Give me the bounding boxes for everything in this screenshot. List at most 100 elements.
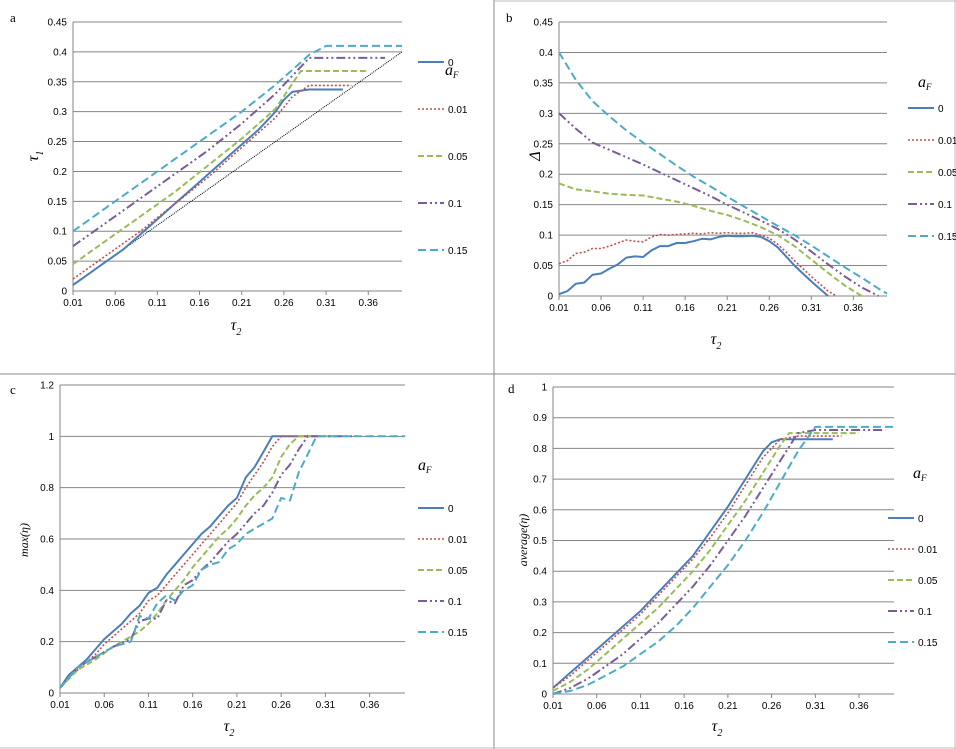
y-tick-label: 0.3: [53, 107, 67, 118]
x-axis-title-subscript: 2: [716, 341, 721, 352]
legend-entry-label: 0.1: [448, 199, 462, 210]
y-tick-label: 0.1: [539, 231, 553, 242]
x-tick-label: 0.26: [271, 700, 291, 711]
legend-entry-label: 0.15: [448, 628, 468, 639]
x-tick-label: 0.21: [718, 701, 738, 712]
x-tick-label: 0.06: [94, 700, 114, 711]
x-tick-label: 0.26: [762, 701, 782, 712]
series-line-0_15: [552, 425, 894, 695]
x-tick-label: 0.06: [105, 298, 125, 309]
x-tick-label: 0.21: [227, 700, 247, 711]
x-axis-title: τ2: [231, 317, 242, 338]
y-tick-label: 0.5: [533, 536, 547, 547]
legend-title-main: a: [418, 457, 426, 474]
series-line-0_1: [59, 435, 352, 689]
x-tick-label: 0.11: [634, 303, 653, 314]
x-axis-title: τ2: [224, 718, 235, 739]
x-tick-label: 0.31: [806, 701, 826, 712]
y-tick-label: 0.35: [48, 77, 68, 88]
y-tick-label: 0: [547, 292, 553, 303]
y-tick-label: 0.2: [40, 637, 54, 648]
series-line-0_05: [72, 70, 369, 265]
legend-entry-label: 0.05: [448, 566, 468, 577]
y-tick-label: 0.1: [53, 227, 67, 238]
x-tick-label: 0.36: [844, 303, 864, 314]
y-tick-label: 0: [61, 287, 67, 298]
legend-title-subscript: F: [925, 82, 932, 92]
x-tick-label: 0.36: [359, 298, 379, 309]
series-line-0_01: [59, 435, 326, 689]
legend-entry-label: 0: [448, 58, 454, 69]
chart-panel-c: c 0 0.2 0.4 0.6 0.8 1 1.2 0.01 0.06 0.11 0.16 0.21 0.…: [10, 381, 468, 740]
y-tick-label: 0.25: [48, 137, 68, 148]
x-axis-title-main: τ: [711, 331, 718, 348]
legend-entry-label: 0.05: [448, 152, 468, 163]
series-line-0: [552, 438, 833, 689]
series-line-0_1: [552, 429, 886, 695]
legend-title: aF: [445, 62, 459, 80]
y-tick-label: 0.15: [534, 200, 554, 211]
x-tick-label: 0.16: [190, 298, 210, 309]
x-tick-label: 0.01: [50, 700, 70, 711]
y-tick-label: 1.2: [40, 381, 54, 392]
x-tick-label: 0.36: [360, 700, 380, 711]
series-line-0_1: [558, 112, 880, 297]
legend-entry-label: 0.01: [448, 535, 468, 546]
panel-label: b: [506, 10, 513, 25]
legend-entry-label: 0.01: [938, 136, 956, 147]
y-tick-label: 0.7: [533, 475, 547, 486]
x-tick-label: 0.16: [675, 303, 695, 314]
y-tick-label: 0.2: [533, 628, 547, 639]
y-tick-label: 0.25: [534, 139, 554, 150]
series-line-0: [72, 88, 343, 286]
x-tick-label: 0.26: [274, 298, 294, 309]
y-tick-label: 0.05: [48, 257, 68, 268]
legend-title-subscript: F: [920, 473, 927, 483]
series-line-0: [59, 435, 317, 689]
panel-label: c: [10, 382, 16, 397]
reference-line: [72, 51, 403, 286]
legend-entry-label: 0.05: [918, 576, 938, 587]
legend-title: aF: [913, 465, 927, 483]
legend-entry-label: 0: [448, 504, 454, 515]
x-axis-title: τ2: [712, 718, 723, 739]
x-tick-label: 0.16: [183, 700, 203, 711]
y-tick-label: 1: [48, 432, 54, 443]
x-axis-title-subscript: 2: [236, 327, 241, 338]
y-tick-label: 0.05: [534, 261, 554, 272]
legend-entry-label: 0.15: [938, 232, 956, 243]
legend-entry-label: 0.15: [918, 638, 938, 649]
series-line-0: [558, 234, 829, 297]
x-tick-label: 0.01: [549, 303, 569, 314]
x-tick-label: 0.26: [760, 303, 780, 314]
legend-entry-label: 0.01: [448, 105, 468, 116]
x-axis-title-subscript: 2: [229, 728, 234, 739]
x-tick-label: 0.31: [802, 303, 822, 314]
series-line-0_1: [72, 56, 386, 248]
y-tick-label: 0.45: [48, 18, 68, 29]
y-axis-title: Δ: [527, 151, 544, 161]
panel-label: a: [10, 10, 16, 25]
y-axis-title-main: max(η): [17, 523, 31, 557]
y-tick-label: 0.6: [40, 535, 54, 546]
y-axis-title: max(η): [17, 523, 31, 557]
y-axis-title-main: τ: [25, 154, 42, 161]
y-tick-label: 0.4: [40, 586, 54, 597]
y-axis-title-main: Δ: [527, 151, 544, 161]
x-tick-label: 0.31: [316, 298, 336, 309]
x-tick-label: 0.11: [631, 701, 650, 712]
x-tick-label: 0.11: [148, 298, 167, 309]
y-axis-title: average(η): [516, 514, 530, 567]
series-line-0_15: [558, 51, 888, 295]
y-tick-label: 1: [541, 383, 547, 394]
x-tick-label: 0.36: [849, 701, 869, 712]
x-tick-label: 0.01: [63, 298, 83, 309]
x-axis-title-main: τ: [712, 718, 719, 735]
y-tick-label: 0.8: [40, 483, 54, 494]
series-line-0_01: [558, 231, 837, 297]
series-line-0_01: [72, 84, 352, 280]
legend-title-main: a: [913, 465, 921, 482]
y-tick-label: 0.6: [533, 505, 547, 516]
series-line-0_05: [552, 432, 859, 692]
